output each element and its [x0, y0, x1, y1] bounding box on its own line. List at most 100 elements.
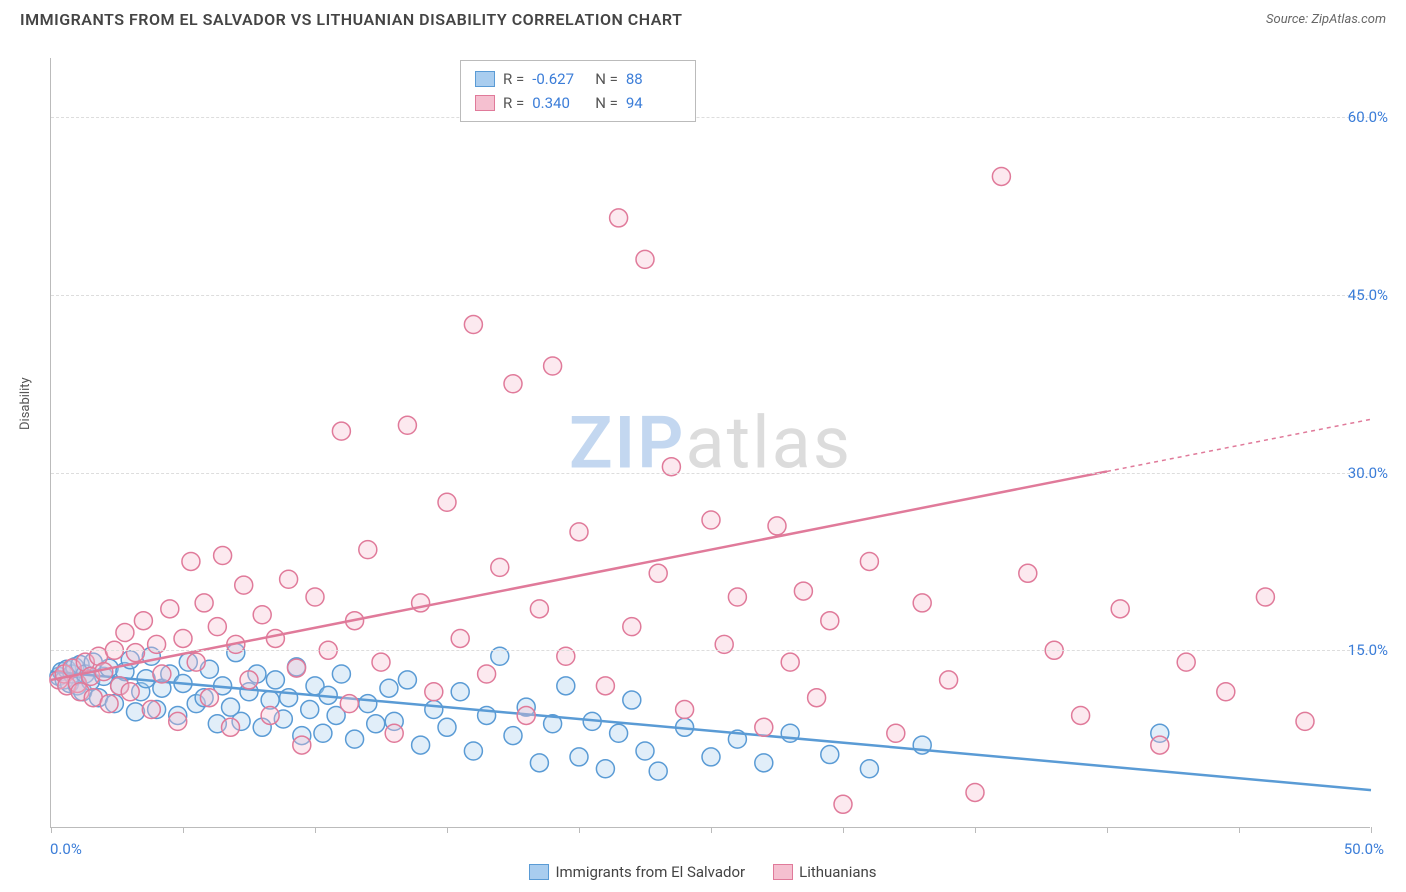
data-point-lithuanian [100, 695, 118, 713]
data-point-lithuanian [1256, 588, 1274, 606]
data-point-lithuanian [126, 644, 144, 662]
data-point-lithuanian [887, 724, 905, 742]
data-point-salvador [610, 724, 628, 742]
r-label: R = [503, 67, 524, 91]
data-point-salvador [412, 736, 430, 754]
legend-item-salvador: Immigrants from El Salvador [529, 863, 745, 881]
data-point-salvador [332, 665, 350, 683]
data-point-salvador [702, 748, 720, 766]
data-point-lithuanian [385, 724, 403, 742]
data-point-lithuanian [728, 588, 746, 606]
data-point-salvador [504, 727, 522, 745]
data-point-lithuanian [1177, 653, 1195, 671]
x-tick [1371, 827, 1372, 833]
data-point-salvador [596, 760, 614, 778]
data-point-salvador [359, 695, 377, 713]
y-tick-label: 45.0% [1348, 286, 1388, 304]
data-point-salvador [636, 742, 654, 760]
x-tick [315, 827, 316, 833]
data-point-lithuanian [153, 665, 171, 683]
swatch-lithuanian [475, 95, 495, 111]
data-point-lithuanian [398, 416, 416, 434]
data-point-lithuanian [182, 552, 200, 570]
grid-line [51, 650, 1370, 651]
data-point-salvador [346, 730, 364, 748]
x-axis-end-label: 50.0% [1344, 840, 1384, 858]
scatter-svg [51, 58, 1370, 827]
y-tick-label: 60.0% [1348, 108, 1388, 126]
data-point-salvador [380, 679, 398, 697]
x-tick [843, 827, 844, 833]
x-tick [183, 827, 184, 833]
data-point-salvador [266, 671, 284, 689]
header: IMMIGRANTS FROM EL SALVADOR VS LITHUANIA… [0, 0, 1406, 37]
data-point-lithuanian [134, 612, 152, 630]
data-point-lithuanian [332, 422, 350, 440]
x-tick [579, 827, 580, 833]
data-point-lithuanian [187, 653, 205, 671]
data-point-salvador [464, 742, 482, 760]
x-tick [447, 827, 448, 833]
data-point-lithuanian [478, 665, 496, 683]
data-point-salvador [557, 677, 575, 695]
grid-line [51, 473, 1370, 474]
data-point-lithuanian [676, 701, 694, 719]
data-point-lithuanian [940, 671, 958, 689]
data-point-salvador [649, 762, 667, 780]
data-point-lithuanian [222, 718, 240, 736]
n-label: N = [595, 67, 618, 91]
legend-swatch-lithuanian [773, 864, 793, 880]
data-point-salvador [301, 701, 319, 719]
data-point-lithuanian [121, 683, 139, 701]
data-point-lithuanian [1296, 712, 1314, 730]
stats-row-lithuanian: R =0.340N =94 [475, 91, 681, 115]
legend-label-lithuanian: Lithuanians [799, 863, 876, 881]
data-point-salvador [755, 754, 773, 772]
data-point-lithuanian [464, 316, 482, 334]
data-point-lithuanian [570, 523, 588, 541]
data-point-lithuanian [596, 677, 614, 695]
data-point-lithuanian [195, 594, 213, 612]
data-point-lithuanian [1111, 600, 1129, 618]
data-point-lithuanian [794, 582, 812, 600]
data-point-lithuanian [623, 618, 641, 636]
data-point-salvador [570, 748, 588, 766]
data-point-lithuanian [235, 576, 253, 594]
data-point-lithuanian [359, 541, 377, 559]
data-point-salvador [821, 746, 839, 764]
data-point-lithuanian [808, 689, 826, 707]
data-point-lithuanian [280, 570, 298, 588]
n-value-lithuanian: 94 [626, 91, 681, 115]
data-point-lithuanian [821, 612, 839, 630]
legend-bottom: Immigrants from El Salvador Lithuanians [0, 863, 1406, 884]
r-label: R = [503, 91, 524, 115]
data-point-lithuanian [966, 783, 984, 801]
data-point-lithuanian [1151, 736, 1169, 754]
data-point-salvador [314, 724, 332, 742]
swatch-salvador [475, 71, 495, 87]
data-point-lithuanian [200, 689, 218, 707]
grid-line [51, 295, 1370, 296]
data-point-salvador [367, 715, 385, 733]
x-axis-start-label: 0.0% [50, 840, 82, 858]
data-point-lithuanian [208, 618, 226, 636]
data-point-salvador [623, 691, 641, 709]
correlation-stats-box: R =-0.627N =88R =0.340N =94 [460, 60, 696, 122]
source-name: ZipAtlas.com [1311, 12, 1386, 27]
data-point-lithuanian [649, 564, 667, 582]
data-point-lithuanian [491, 558, 509, 576]
data-point-lithuanian [253, 606, 271, 624]
data-point-lithuanian [636, 250, 654, 268]
data-point-lithuanian [860, 552, 878, 570]
data-point-lithuanian [517, 706, 535, 724]
data-point-lithuanian [261, 706, 279, 724]
data-point-lithuanian [340, 695, 358, 713]
data-point-lithuanian [834, 795, 852, 813]
data-point-lithuanian [288, 659, 306, 677]
trend-line-dashed-lithuanian [1107, 419, 1371, 471]
data-point-lithuanian [142, 701, 160, 719]
y-axis-label: Disability [18, 377, 33, 430]
data-point-lithuanian [169, 712, 187, 730]
data-point-lithuanian [116, 624, 134, 642]
data-point-lithuanian [610, 209, 628, 227]
